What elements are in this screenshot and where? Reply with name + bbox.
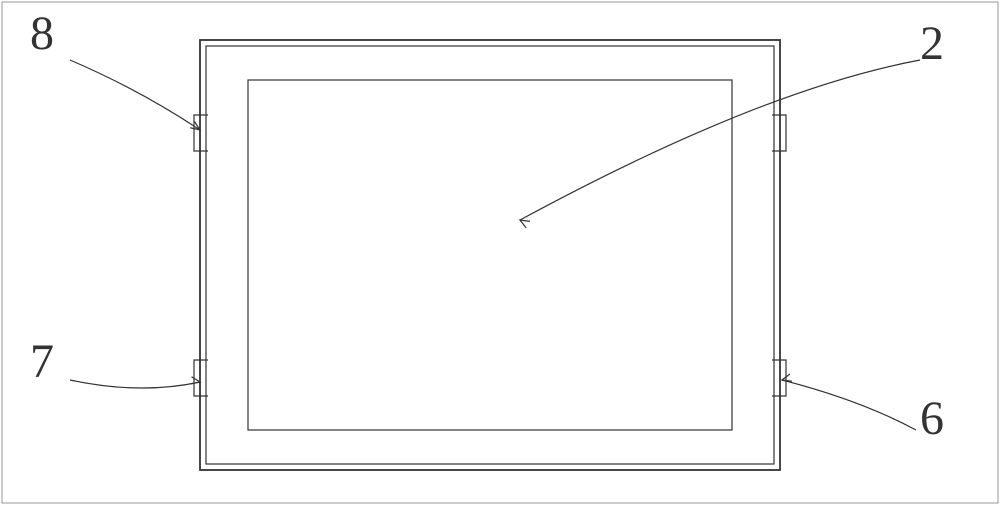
outer-frame-inner: [206, 46, 774, 464]
diagram-svg: [0, 0, 1000, 505]
callout-number-8: 8: [30, 10, 54, 58]
leader-arrow-c2: [520, 220, 530, 228]
outer-frame: [200, 40, 780, 470]
leader-arrow-c6: [782, 374, 792, 381]
leader-arrow-c7: [190, 377, 200, 384]
diagram-stage: 2 6 7 8: [0, 0, 1000, 505]
leader-c8: [70, 60, 200, 130]
leader-c6: [782, 380, 916, 430]
leader-c7: [70, 380, 200, 388]
inner-panel: [248, 80, 732, 430]
leader-c2: [520, 60, 920, 220]
callout-number-7: 7: [30, 338, 54, 386]
callout-number-2: 2: [920, 20, 944, 68]
leader-arrow-c8: [190, 122, 200, 130]
callout-number-6: 6: [920, 395, 944, 443]
